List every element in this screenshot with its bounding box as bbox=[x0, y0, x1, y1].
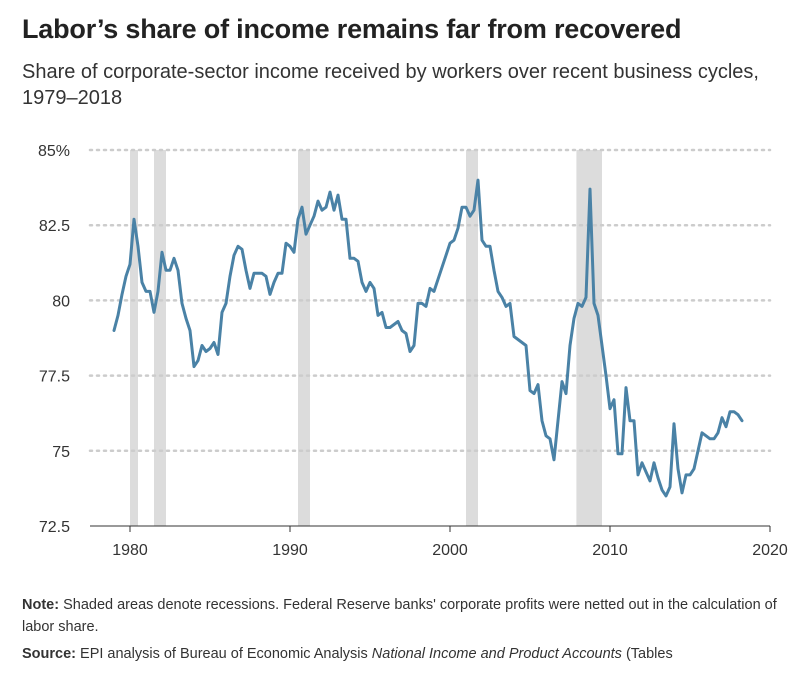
source-text: EPI analysis of Bureau of Economic Analy… bbox=[80, 646, 368, 662]
source-tail: (Tables bbox=[625, 646, 673, 662]
x-tick-label-1: 1990 bbox=[272, 542, 308, 559]
x-tick-label-0: 1980 bbox=[112, 542, 148, 559]
y-tick-label-2: 80 bbox=[52, 293, 70, 310]
source-label: Source: bbox=[22, 646, 76, 662]
chart-subtitle: Share of corporate-sector income receive… bbox=[22, 61, 759, 109]
y-gridlines bbox=[88, 148, 772, 453]
recession-bar-2 bbox=[298, 150, 310, 526]
recession-bar-3 bbox=[466, 150, 478, 526]
recession-bar-0 bbox=[130, 150, 138, 526]
y-tick-label-4: 75 bbox=[52, 444, 70, 461]
x-tick-label-2: 2000 bbox=[432, 542, 468, 559]
recession-bar-1 bbox=[154, 150, 166, 526]
x-tick-label-3: 2010 bbox=[592, 542, 628, 559]
y-tick-label-3: 77.5 bbox=[39, 369, 70, 386]
note-text: Shaded areas denote recessions. Federal … bbox=[22, 597, 777, 635]
x-axis-ticks: 1980 1990 2000 2010 2020 bbox=[112, 526, 788, 559]
chart-note: Note: Shaded areas denote recessions. Fe… bbox=[22, 594, 782, 638]
labor-share-series-line bbox=[112, 178, 744, 498]
x-tick-label-4: 2020 bbox=[752, 542, 788, 559]
y-tick-label-0: 85% bbox=[38, 143, 70, 160]
y-axis-tick-labels: 85% 82.5 80 77.5 75 72.5 bbox=[38, 143, 70, 536]
y-tick-label-5: 72.5 bbox=[39, 519, 70, 536]
recession-shading bbox=[130, 150, 602, 526]
labor-share-line-chart: 1980 1990 2000 2010 2020 85% 82.5 80 77.5 75 72.5 bbox=[38, 143, 788, 559]
source-italic: National Income and Product Accounts bbox=[371, 646, 622, 662]
note-label: Note: bbox=[22, 597, 60, 613]
chart-title: Labor’s share of income remains far from… bbox=[22, 14, 682, 44]
chart-source: Source: EPI analysis of Bureau of Econom… bbox=[22, 643, 792, 665]
y-tick-label-1: 82.5 bbox=[39, 218, 70, 235]
